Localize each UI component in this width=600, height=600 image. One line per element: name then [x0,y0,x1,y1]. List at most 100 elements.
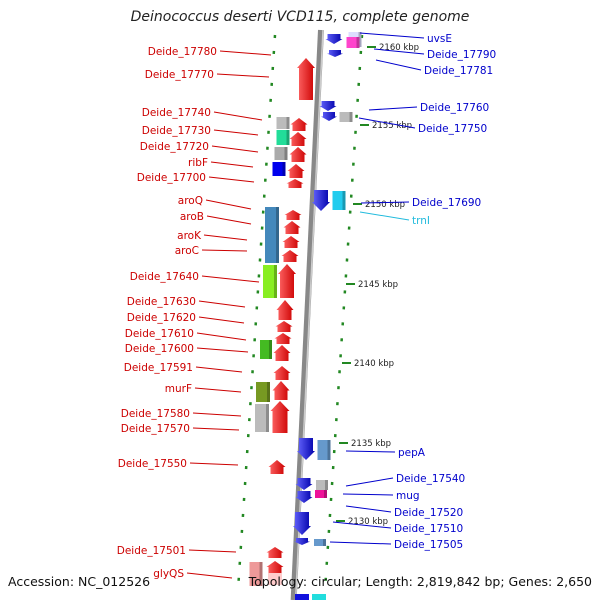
plus-gene-leader [192,427,240,431]
plus-strand-gene-arrow [282,236,300,248]
gene-feature-box [332,191,346,210]
gene-feature-box-shade [284,147,288,160]
minus-strand-gene-arrow [297,438,315,460]
gene-feature-box [265,207,279,263]
plus-gene-leader [216,73,270,78]
minus-gene-leader [345,505,392,513]
scale-label: 2145 kbp [358,280,398,290]
minus-gene-label: Deide_17540 [396,473,465,485]
minus-gene-label: Deide_17510 [394,523,463,535]
gene-feature-box [263,265,277,298]
plus-gene-label: glyQS [153,568,184,580]
plus-gene-leader [192,412,242,417]
plus-gene-label: aroC [175,245,199,257]
scale-label: 2150 kbp [365,200,405,210]
plus-gene-leader [188,549,237,553]
minus-strand-gene-box [295,594,309,600]
plus-strand-gene-arrow [266,561,284,573]
minus-gene-label: Deide_17520 [394,507,463,519]
gene-feature-box [272,162,286,176]
minus-gene-label: Deide_17690 [412,197,481,209]
minus-strand-gene-box [312,594,326,600]
gene-feature-box-shade [267,382,270,402]
plus-strand-gene-arrow [275,321,293,332]
gene-feature-box-shade [274,265,277,298]
genome-title: Deinococcus deserti VCD115, complete gen… [130,9,470,25]
minus-strand-gene-arrow [325,34,343,44]
gene-feature-box [276,130,290,145]
plus-gene-label: Deide_17591 [124,362,193,374]
minus-gene-leader [360,201,410,204]
plus-gene-label: ribF [188,157,208,169]
plus-gene-label: Deide_17640 [130,271,199,283]
plus-strand-gene-arrow [289,132,307,146]
scale-label: 2160 kbp [379,43,419,53]
plus-gene-leader [196,347,249,353]
gene-feature-box-shade [327,440,331,460]
plus-gene-leader [206,215,252,225]
minus-gene-label: Deide_17760 [420,102,489,114]
minus-gene-leader [368,106,418,111]
gene-feature-box [339,112,353,122]
minus-gene-label: uvsE [427,33,452,45]
gene-feature-box-shade [342,191,346,210]
plus-strand-gene-arrow [273,366,291,380]
gene-feature-box-shade [286,117,290,129]
plus-gene-label: Deide_17730 [142,125,211,137]
plus-gene-label: Deide_17700 [137,172,206,184]
gene-feature-box-shade [325,480,328,490]
gene-feature-box [317,440,331,460]
scale-label: 2155 kbp [372,121,412,131]
minus-gene-leader [359,211,410,221]
gene-feature-box-shade [286,130,290,145]
plus-strand-gene-arrow [268,460,286,474]
plus-strand-gene-arrow [266,547,284,558]
plus-gene-leader [196,332,247,341]
plus-gene-label: murF [165,383,192,395]
minus-gene-leader [342,493,394,496]
minus-gene-leader [345,450,396,453]
gene-feature-box [256,382,270,402]
gene-feature-box [249,562,263,586]
minus-strand-gene-arrow [295,491,313,503]
minus-gene-leader [345,477,394,487]
plus-gene-label: Deide_17501 [117,545,186,557]
plus-strand-gene-arrow [274,333,292,344]
plus-gene-label: Deide_17620 [127,312,196,324]
plus-gene-leader [213,129,259,136]
plus-gene-label: aroB [180,211,204,223]
gene-feature-box-shade [276,207,279,263]
genome-backbone-highlight [294,29,324,600]
gene-feature-box [255,404,269,432]
plus-gene-label: Deide_17580 [121,408,190,420]
plus-strand-gene-arrow [297,58,315,100]
minus-gene-leader [359,32,425,39]
plus-strand-gene-arrow [290,118,308,131]
gene-feature-box [276,117,290,129]
minus-gene-label: Deide_17750 [418,123,487,135]
scale-label: 2140 kbp [354,359,394,369]
minus-strand-gene-arrow [327,50,343,57]
gene-feature-box [274,147,288,160]
minus-strand-gene-arrow [319,101,337,111]
gene-feature-box [316,480,328,490]
plus-gene-leader [186,572,233,579]
gene-feature-box-shade [358,32,362,47]
plus-strand-gene-arrow [283,221,301,234]
minus-gene-leader [332,521,392,529]
gene-feature-box-shade [269,340,272,359]
plus-gene-label: Deide_17780 [148,46,217,58]
plus-gene-label: Deide_17600 [125,343,194,355]
plus-gene-leader [205,199,252,210]
plus-gene-leader [195,366,243,373]
minus-gene-label: pepA [398,447,426,459]
plus-gene-leader [203,234,248,241]
gene-feature-box-shade [266,404,269,432]
minus-strand-gene-arrow [312,190,330,211]
plus-strand-gene-arrow [276,300,294,320]
accession-text: Accession: NC_012526 [8,574,151,589]
plus-gene-label: Deide_17770 [145,69,214,81]
plus-gene-leader [189,462,239,466]
minus-gene-label: trnI [412,215,430,227]
